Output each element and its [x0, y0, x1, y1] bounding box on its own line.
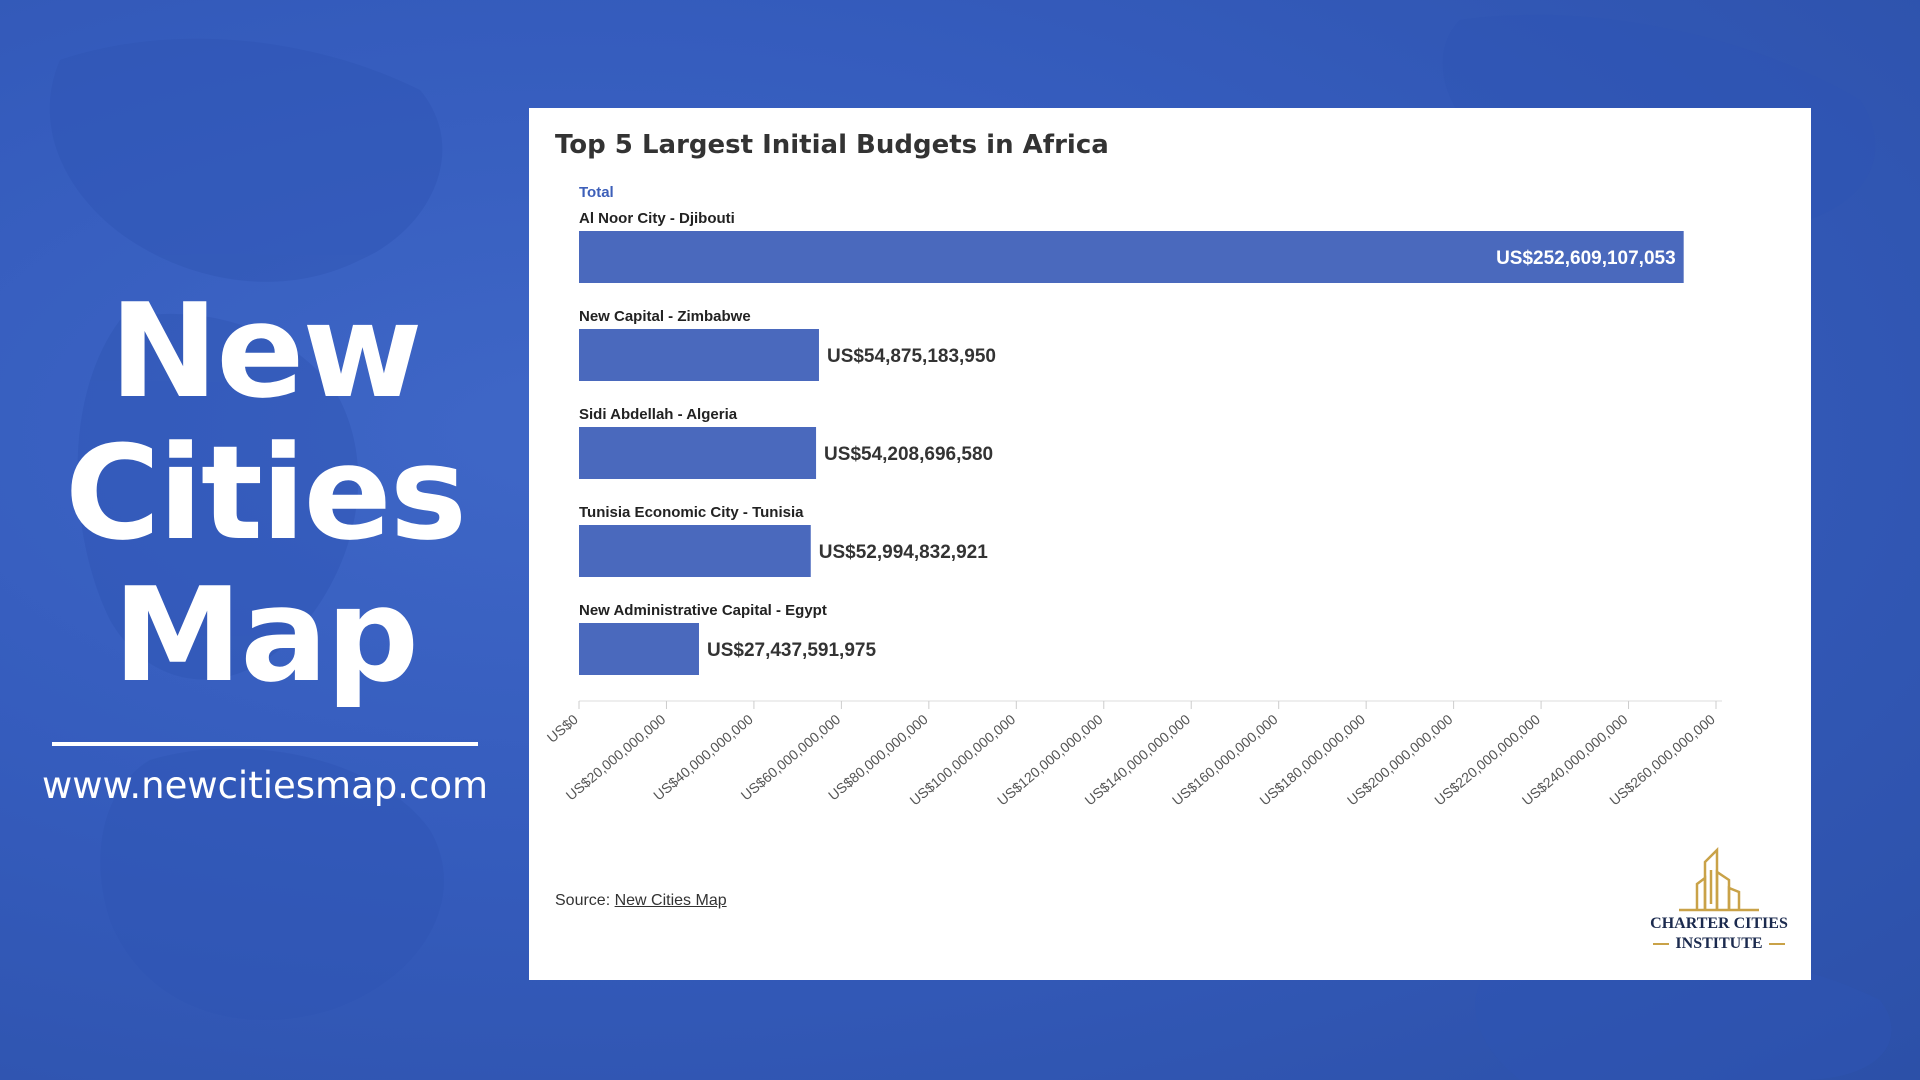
source-line: Source: New Cities Map: [555, 892, 727, 910]
bar[interactable]: [579, 231, 1684, 283]
legend-total[interactable]: Total: [579, 184, 614, 201]
x-tick-label: US$0: [544, 711, 581, 746]
logo-line-1: CHARTER CITIES: [1650, 915, 1788, 932]
building-logo-icon: [1679, 846, 1759, 912]
chart-title: Top 5 Largest Initial Budgets in Africa: [555, 130, 1109, 160]
brand-title-line-1: New: [109, 275, 422, 427]
bar[interactable]: [579, 329, 819, 381]
brand-url[interactable]: www.newcitiesmap.com: [41, 764, 489, 807]
brand-title-line-2: Cities: [64, 417, 467, 569]
value-label: US$27,437,591,975: [707, 640, 876, 661]
logo-dash-left: [1653, 943, 1670, 945]
category-label: Sidi Abdellah - Algeria: [579, 406, 738, 423]
source-link[interactable]: New Cities Map: [614, 892, 727, 909]
category-label: New Administrative Capital - Egypt: [579, 602, 827, 619]
category-label: Tunisia Economic City - Tunisia: [579, 504, 804, 521]
logo-text: CHARTER CITIES INSTITUTE: [1639, 914, 1799, 954]
logo-dash-right: [1768, 943, 1785, 945]
brand-divider: [52, 742, 478, 746]
value-label: US$52,994,832,921: [819, 542, 988, 563]
brand-block: New Cities Map www.newcitiesmap.com: [40, 280, 490, 807]
brand-title: New Cities Map: [40, 280, 490, 706]
bar[interactable]: [579, 623, 699, 675]
category-label: Al Noor City - Djibouti: [579, 210, 735, 227]
bar-chart: Al Noor City - Djibouti US$252,609,107,05…: [544, 210, 1722, 808]
logo-line-2-wrap: INSTITUTE: [1639, 934, 1799, 954]
value-label: US$54,875,183,950: [827, 346, 996, 367]
brand-title-line-3: Map: [112, 559, 419, 711]
chart-card: Top 5 Largest Initial Budgets in Africa …: [529, 108, 1811, 980]
category-label: New Capital - Zimbabwe: [579, 308, 751, 325]
logo-line-2: INSTITUTE: [1675, 935, 1763, 952]
source-prefix: Source:: [555, 892, 615, 909]
bar[interactable]: [579, 525, 811, 577]
value-label: US$54,208,696,580: [824, 444, 993, 465]
bar[interactable]: [579, 427, 817, 479]
value-label: US$252,609,107,053: [1496, 248, 1676, 269]
